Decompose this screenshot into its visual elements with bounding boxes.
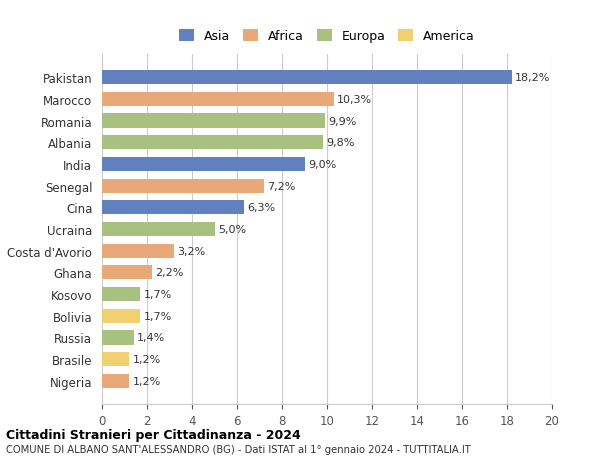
- Text: 1,7%: 1,7%: [143, 311, 172, 321]
- Bar: [102, 223, 215, 236]
- Bar: [102, 244, 174, 258]
- Bar: [102, 201, 244, 215]
- Text: 5,0%: 5,0%: [218, 224, 246, 235]
- Bar: [102, 353, 129, 366]
- Text: 7,2%: 7,2%: [268, 181, 296, 191]
- Text: 18,2%: 18,2%: [515, 73, 550, 83]
- Text: 10,3%: 10,3%: [337, 95, 372, 105]
- Bar: [102, 114, 325, 129]
- Bar: [102, 287, 140, 302]
- Text: 3,2%: 3,2%: [178, 246, 206, 256]
- Bar: [102, 136, 323, 150]
- Text: 9,8%: 9,8%: [326, 138, 354, 148]
- Text: 6,3%: 6,3%: [247, 203, 275, 213]
- Bar: [102, 374, 129, 388]
- Text: 9,9%: 9,9%: [328, 116, 356, 126]
- Bar: [102, 157, 305, 172]
- Text: 1,2%: 1,2%: [133, 376, 161, 386]
- Text: Cittadini Stranieri per Cittadinanza - 2024: Cittadini Stranieri per Cittadinanza - 2…: [6, 428, 301, 442]
- Text: 9,0%: 9,0%: [308, 160, 336, 169]
- Bar: [102, 93, 334, 106]
- Bar: [102, 309, 140, 323]
- Text: 2,2%: 2,2%: [155, 268, 183, 278]
- Text: 1,7%: 1,7%: [143, 290, 172, 299]
- Text: COMUNE DI ALBANO SANT'ALESSANDRO (BG) - Dati ISTAT al 1° gennaio 2024 - TUTTITAL: COMUNE DI ALBANO SANT'ALESSANDRO (BG) - …: [6, 444, 471, 454]
- Text: 1,4%: 1,4%: [137, 333, 165, 343]
- Bar: [102, 71, 511, 85]
- Bar: [102, 266, 152, 280]
- Bar: [102, 330, 133, 345]
- Text: 1,2%: 1,2%: [133, 354, 161, 364]
- Bar: [102, 179, 264, 193]
- Legend: Asia, Africa, Europa, America: Asia, Africa, Europa, America: [176, 27, 478, 47]
